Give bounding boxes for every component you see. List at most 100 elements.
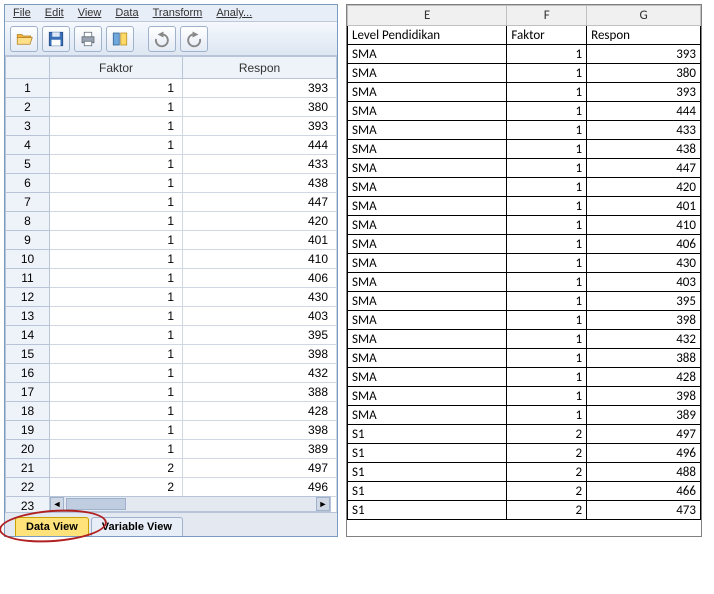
cell-faktor[interactable]: 2 <box>507 444 587 463</box>
cell-faktor[interactable]: 1 <box>50 288 183 307</box>
table-row[interactable]: S12473 <box>348 501 701 520</box>
header-level[interactable]: Level Pendidikan <box>348 26 507 45</box>
row-number[interactable]: 21 <box>6 459 50 478</box>
cell-level[interactable]: S1 <box>348 444 507 463</box>
table-row[interactable]: 201389 <box>6 440 337 459</box>
row-number[interactable]: 5 <box>6 155 50 174</box>
table-row[interactable]: 141395 <box>6 326 337 345</box>
cell-faktor[interactable]: 1 <box>50 421 183 440</box>
save-button[interactable] <box>42 26 70 52</box>
col-header-faktor[interactable]: Faktor <box>50 57 183 79</box>
cell-faktor[interactable]: 1 <box>507 140 587 159</box>
cell-level[interactable]: SMA <box>348 102 507 121</box>
table-row[interactable]: S12488 <box>348 463 701 482</box>
table-row[interactable]: SMA1403 <box>348 273 701 292</box>
cell-faktor[interactable]: 1 <box>507 197 587 216</box>
cell-faktor[interactable]: 1 <box>50 345 183 364</box>
cell-respon[interactable]: 388 <box>587 349 701 368</box>
table-row[interactable]: 181428 <box>6 402 337 421</box>
table-row[interactable]: S12496 <box>348 444 701 463</box>
open-button[interactable] <box>10 26 38 52</box>
cell-respon[interactable]: 497 <box>587 425 701 444</box>
cell-faktor[interactable]: 1 <box>507 45 587 64</box>
header-faktor[interactable]: Faktor <box>507 26 587 45</box>
cell-respon[interactable]: 428 <box>183 402 337 421</box>
cell-faktor[interactable]: 1 <box>507 387 587 406</box>
table-row[interactable]: 101410 <box>6 250 337 269</box>
cell-faktor[interactable]: 2 <box>50 459 183 478</box>
cell-respon[interactable]: 447 <box>183 193 337 212</box>
table-row[interactable]: S12466 <box>348 482 701 501</box>
row-number[interactable]: 10 <box>6 250 50 269</box>
cell-faktor[interactable]: 1 <box>50 326 183 345</box>
menu-data[interactable]: Data <box>115 7 138 19</box>
cell-respon[interactable]: 433 <box>183 155 337 174</box>
cell-faktor[interactable]: 1 <box>507 349 587 368</box>
cell-level[interactable]: S1 <box>348 501 507 520</box>
cell-respon[interactable]: 473 <box>587 501 701 520</box>
cell-respon[interactable]: 444 <box>183 136 337 155</box>
cell-faktor[interactable]: 1 <box>50 193 183 212</box>
cell-faktor[interactable]: 1 <box>50 440 183 459</box>
cell-faktor[interactable]: 1 <box>507 216 587 235</box>
table-row[interactable]: 61438 <box>6 174 337 193</box>
cell-respon[interactable]: 410 <box>587 216 701 235</box>
col-header-f[interactable]: F <box>507 6 587 26</box>
cell-respon[interactable]: 403 <box>183 307 337 326</box>
cell-faktor[interactable]: 1 <box>50 307 183 326</box>
tab-data-view[interactable]: Data View <box>15 517 89 536</box>
cell-respon[interactable]: 389 <box>183 440 337 459</box>
menu-edit[interactable]: Edit <box>45 7 64 19</box>
table-row[interactable]: SMA1432 <box>348 330 701 349</box>
cell-respon[interactable]: 420 <box>183 212 337 231</box>
cell-respon[interactable]: 497 <box>183 459 337 478</box>
col-header-g[interactable]: G <box>587 6 701 26</box>
scroll-left-icon[interactable]: ◄ <box>50 497 64 511</box>
horizontal-scrollbar[interactable]: ◄ ► <box>49 496 331 512</box>
table-row[interactable]: SMA1430 <box>348 254 701 273</box>
table-row[interactable]: 171388 <box>6 383 337 402</box>
cell-respon[interactable]: 420 <box>587 178 701 197</box>
cell-faktor[interactable]: 1 <box>507 159 587 178</box>
row-number[interactable]: 6 <box>6 174 50 193</box>
cell-respon[interactable]: 401 <box>587 197 701 216</box>
row-number[interactable]: 3 <box>6 117 50 136</box>
menu-analyze[interactable]: Analy... <box>216 7 252 19</box>
table-row[interactable]: 11393 <box>6 79 337 98</box>
menu-transform[interactable]: Transform <box>153 7 203 19</box>
cell-faktor[interactable]: 1 <box>507 311 587 330</box>
table-row[interactable]: 212497 <box>6 459 337 478</box>
row-number[interactable]: 14 <box>6 326 50 345</box>
cell-faktor[interactable]: 1 <box>50 155 183 174</box>
cell-respon[interactable]: 393 <box>587 45 701 64</box>
table-row[interactable]: 41444 <box>6 136 337 155</box>
cell-respon[interactable]: 406 <box>183 269 337 288</box>
cell-respon[interactable]: 393 <box>183 117 337 136</box>
table-row[interactable]: SMA1398 <box>348 387 701 406</box>
cell-level[interactable]: SMA <box>348 273 507 292</box>
cell-level[interactable]: SMA <box>348 349 507 368</box>
undo-button[interactable] <box>148 26 176 52</box>
table-row[interactable]: SMA1428 <box>348 368 701 387</box>
cell-level[interactable]: S1 <box>348 425 507 444</box>
cell-faktor[interactable]: 1 <box>507 102 587 121</box>
row-number[interactable]: 9 <box>6 231 50 250</box>
cell-level[interactable]: SMA <box>348 45 507 64</box>
cell-respon[interactable]: 401 <box>183 231 337 250</box>
cell-faktor[interactable]: 1 <box>50 79 183 98</box>
cell-level[interactable]: SMA <box>348 254 507 273</box>
table-row[interactable]: 71447 <box>6 193 337 212</box>
cell-level[interactable]: SMA <box>348 387 507 406</box>
cell-respon[interactable]: 496 <box>587 444 701 463</box>
cell-faktor[interactable]: 1 <box>50 136 183 155</box>
cell-respon[interactable]: 430 <box>587 254 701 273</box>
cell-faktor[interactable]: 1 <box>507 83 587 102</box>
row-number[interactable]: 12 <box>6 288 50 307</box>
cell-faktor[interactable]: 1 <box>50 364 183 383</box>
table-row[interactable]: SMA1406 <box>348 235 701 254</box>
table-row[interactable]: 91401 <box>6 231 337 250</box>
cell-respon[interactable]: 444 <box>587 102 701 121</box>
cell-respon[interactable]: 398 <box>587 387 701 406</box>
table-row[interactable]: 111406 <box>6 269 337 288</box>
table-row[interactable]: 121430 <box>6 288 337 307</box>
